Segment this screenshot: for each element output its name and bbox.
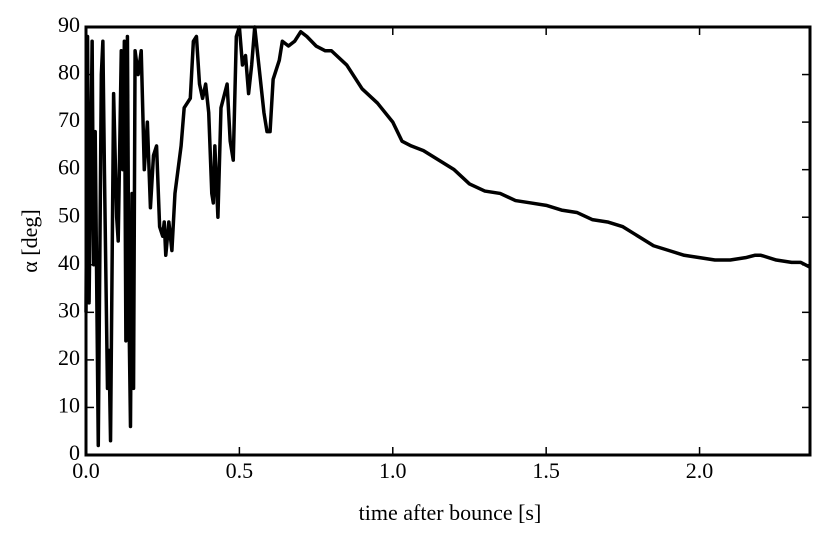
y-tick-label: 60 [58, 155, 80, 180]
y-tick-label: 20 [58, 345, 80, 370]
y-tick-label: 30 [58, 297, 80, 322]
y-axis-label: α [deg] [17, 209, 42, 272]
x-tick-label: 0.5 [226, 458, 254, 483]
data-line [84, 25, 811, 448]
y-tick-label: 0 [69, 440, 80, 465]
x-tick-label: 1.0 [379, 458, 407, 483]
y-tick-label: 70 [58, 107, 80, 132]
x-tick-label: 0.0 [72, 458, 100, 483]
y-tick-label: 80 [58, 60, 80, 85]
x-tick-label: 2.0 [686, 458, 714, 483]
y-tick-label: 10 [58, 392, 80, 417]
x-tick-label: 1.5 [532, 458, 560, 483]
y-tick-label: 90 [58, 12, 80, 37]
y-tick-label: 50 [58, 202, 80, 227]
y-tick-label: 40 [58, 250, 80, 275]
x-axis-label: time after bounce [s] [359, 500, 542, 525]
plot-frame [84, 25, 812, 457]
